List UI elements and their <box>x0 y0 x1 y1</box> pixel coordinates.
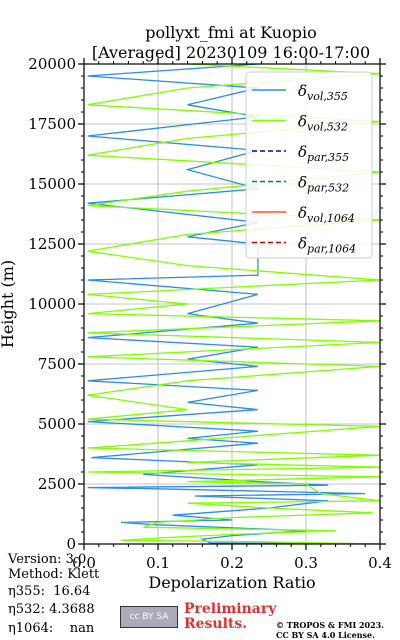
method-text: Method: Klett <box>8 567 100 582</box>
y-tick-label: 2500 <box>38 475 76 493</box>
preliminary-results-text: Preliminary Results. <box>184 601 277 632</box>
series-line-vol-532 <box>87 64 380 544</box>
y-tick-label: 5000 <box>38 415 76 433</box>
x-tick-label: 0.3 <box>294 554 318 572</box>
cc-license-badge: cc BY SA <box>120 606 178 628</box>
y-tick-label: 0 <box>66 535 76 553</box>
chart-subtitle: [Averaged] 20230109 16:00-17:00 <box>92 43 370 62</box>
legend-label: δpar,355 <box>298 143 349 164</box>
y-tick-label: 17500 <box>28 115 76 133</box>
y-tick-label: 7500 <box>38 355 76 373</box>
axis-ticks: 0.0 0.1 0.2 0.3 0.4 0 2500 5000 7500 10000 12500 15… <box>28 55 392 572</box>
legend-label: δpar,1064 <box>298 235 356 256</box>
x-tick-label: 0.4 <box>368 554 392 572</box>
legend: δvol,355 δvol,532 δpar,355 δpar,532 δvol,106… <box>245 71 373 259</box>
y-axis-label: Height (m) <box>0 260 17 348</box>
x-tick-label: 0.0 <box>72 554 96 572</box>
series-layer <box>87 64 380 544</box>
x-tick-label: 0.1 <box>146 554 170 572</box>
y-tick-label: 10000 <box>28 295 76 313</box>
eta355-text: η355: 16.64 <box>8 584 91 599</box>
x-tick-label: 0.2 <box>220 554 244 572</box>
y-tick-label: 15000 <box>28 175 76 193</box>
version-text: Version: 3.0 <box>8 552 87 567</box>
legend-label: δvol,532 <box>298 113 348 134</box>
y-tick-label: 20000 <box>28 55 76 73</box>
legend-label: δvol,1064 <box>298 204 355 225</box>
x-axis-label: Depolarization Ratio <box>148 573 315 592</box>
copyright-text: © TROPOS & FMI 2023. CC BY SA 4.0 Licens… <box>276 620 385 640</box>
y-tick-label: 12500 <box>28 235 76 253</box>
chart-title: pollyxt_fmi at Kuopio <box>145 23 316 42</box>
eta532-text: η532: 4.3688 <box>8 602 95 617</box>
eta1064-text: η1064: nan <box>8 621 95 636</box>
legend-label: δpar,532 <box>298 174 349 195</box>
legend-label: δvol,355 <box>298 82 348 103</box>
